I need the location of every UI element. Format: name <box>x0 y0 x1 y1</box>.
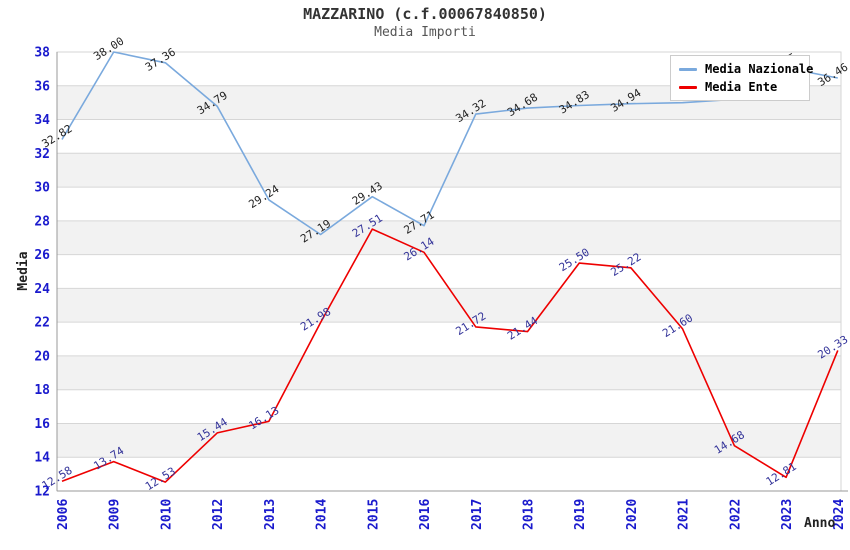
x-tick-label: 2019 <box>573 499 588 530</box>
x-tick-label: 2015 <box>366 499 381 530</box>
legend-item-media-nazionale: Media Nazionale <box>679 62 813 76</box>
y-tick-label: 32 <box>34 147 50 162</box>
x-tick-label: 2022 <box>728 499 743 530</box>
x-tick-label: 2017 <box>470 499 485 530</box>
x-tick-label: 2009 <box>108 499 123 530</box>
x-tick-label: 2014 <box>315 499 330 530</box>
y-tick-label: 16 <box>34 417 50 432</box>
y-tick-label: 34 <box>34 113 50 128</box>
y-tick-label: 26 <box>34 248 50 263</box>
x-tick-label: 2024 <box>832 499 847 530</box>
y-tick-label: 38 <box>34 46 50 61</box>
media-ente-value-label: 12.53 <box>143 465 178 494</box>
y-tick-label: 14 <box>34 451 50 466</box>
chart-subtitle: Media Importi <box>374 25 476 40</box>
plot-band <box>57 288 841 323</box>
y-tick-label: 20 <box>34 349 50 364</box>
x-tick-label: 2013 <box>263 499 278 530</box>
legend-label-media-ente: Media Ente <box>705 80 778 94</box>
media-ente-value-label: 12.81 <box>764 460 799 489</box>
y-tick-label: 18 <box>34 383 50 398</box>
media-ente-line <box>61 228 839 483</box>
plot-band <box>57 220 841 255</box>
media-nazionale-line-swatch-icon <box>679 67 697 71</box>
media-nazionale-value-label: 36.46 <box>815 61 850 90</box>
x-tick-label: 2006 <box>56 499 71 530</box>
x-tick-label: 2018 <box>522 499 537 530</box>
x-tick-label: 2012 <box>211 499 226 530</box>
y-tick-label: 24 <box>34 282 50 297</box>
y-tick-label: 30 <box>34 181 50 196</box>
media-ente-line-swatch-icon <box>679 85 697 89</box>
legend-item-media-ente: Media Ente <box>679 80 809 94</box>
plot-band <box>57 423 841 458</box>
chart-title: MAZZARINO (c.f.00067840850) <box>303 5 547 23</box>
x-tick-label: 2021 <box>677 499 692 530</box>
y-tick-label: 22 <box>34 316 50 331</box>
y-tick-label: 12 <box>34 485 50 500</box>
y-tick-label: 28 <box>34 214 50 229</box>
media-nazionale-line <box>61 51 838 236</box>
plot-band <box>57 355 841 390</box>
x-tick-label: 2020 <box>625 499 640 530</box>
y-tick-label: 36 <box>34 79 50 94</box>
legend-label-media-nazionale: Media Nazionale <box>705 62 814 76</box>
y-axis-title: Media <box>16 251 31 290</box>
x-tick-label: 2010 <box>159 499 174 530</box>
x-tick-label: 2016 <box>418 499 433 530</box>
x-axis-title: Anno <box>804 516 835 531</box>
legend: Media Nazionale Media Ente <box>670 55 813 101</box>
x-tick-label: 2023 <box>780 499 795 530</box>
